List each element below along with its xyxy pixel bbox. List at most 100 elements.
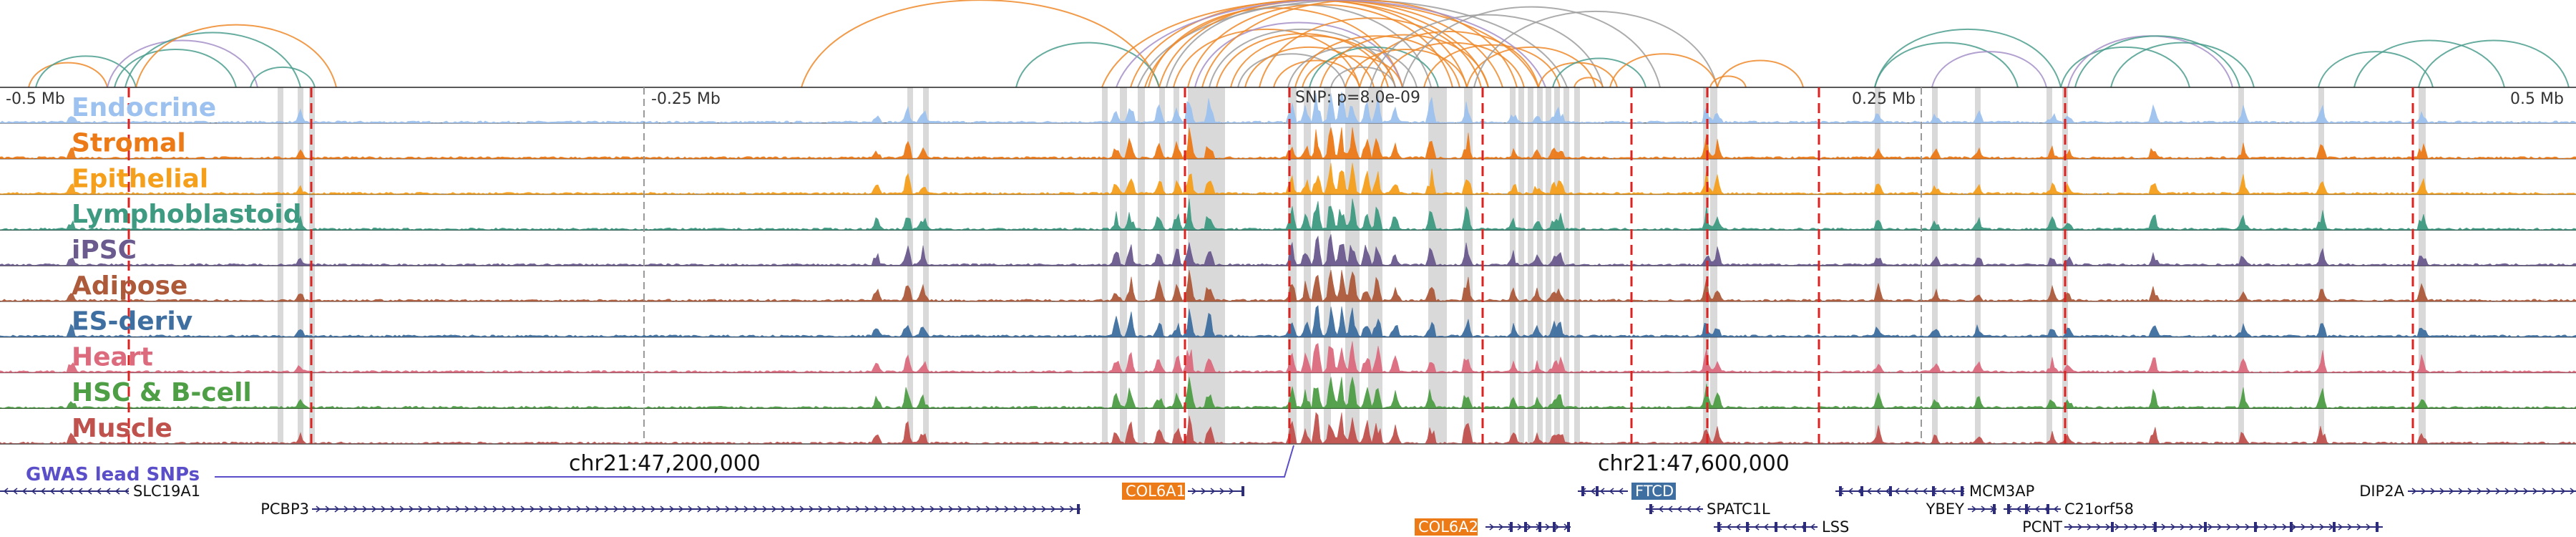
strand-arrow: [2338, 523, 2343, 531]
strand-arrow: [1032, 505, 1038, 513]
strand-arrow: [343, 505, 349, 513]
loop-arc: [2060, 46, 2190, 88]
loop-arc: [1345, 49, 1468, 88]
strand-arrow: [1590, 488, 1596, 495]
loop-arc: [1287, 46, 1418, 88]
strand-arrow: [2207, 523, 2213, 531]
strand-arrow: [892, 505, 898, 513]
strand-arrow: [2421, 488, 2426, 495]
loop-arc: [1209, 29, 1396, 88]
track-label: Heart: [72, 342, 153, 372]
strand-arrow: [1526, 523, 1532, 531]
strand-arrow: [334, 505, 340, 513]
strand-arrow: [799, 505, 805, 513]
strand-arrow: [409, 505, 414, 513]
strand-arrow: [2077, 523, 2083, 531]
loop-arc: [1116, 0, 1546, 88]
strand-arrow: [1941, 488, 1946, 495]
loop-arc: [135, 24, 337, 88]
exon: [1077, 504, 1080, 514]
strand-arrow: [1875, 488, 1881, 495]
strand-arrow: [1013, 505, 1019, 513]
loop-arc: [107, 39, 258, 88]
strand-arrow: [49, 488, 55, 495]
gene-label: YBEY: [1926, 500, 1965, 518]
strand-arrow: [1554, 523, 1560, 531]
strand-arrow: [1498, 523, 1504, 531]
strand-arrow: [483, 505, 489, 513]
strand-arrow: [902, 505, 907, 513]
strand-arrow: [1903, 488, 1909, 495]
strand-arrow: [939, 505, 945, 513]
loop-arc: [1148, 7, 1403, 88]
strand-arrow: [31, 488, 36, 495]
track-label: ES-deriv: [72, 307, 192, 337]
strand-arrow: [3, 488, 9, 495]
strand-arrow: [2226, 523, 2232, 531]
signal-profile: [0, 91, 2576, 124]
strand-arrow: [846, 505, 852, 513]
strand-arrow: [96, 488, 102, 495]
exon: [1993, 504, 1996, 514]
strand-arrow: [743, 505, 749, 513]
strand-arrow: [474, 505, 479, 513]
strand-arrow: [585, 505, 591, 513]
strand-arrow: [1686, 505, 1692, 513]
strand-arrow: [2034, 505, 2040, 513]
strand-arrow: [1763, 523, 1769, 531]
strand-arrow: [2532, 488, 2538, 495]
strand-arrow: [1754, 523, 1760, 531]
strand-arrow: [59, 488, 64, 495]
strand-arrow: [2560, 488, 2566, 495]
strand-arrow: [427, 505, 433, 513]
gene-highlight-box: [1631, 483, 1676, 500]
strand-arrow: [2523, 488, 2529, 495]
loop-arc: [1380, 42, 1525, 88]
strand-arrow: [21, 488, 27, 495]
strand-arrow: [40, 488, 46, 495]
strand-arrow: [325, 505, 331, 513]
loop-arc: [1574, 77, 1604, 88]
strand-arrow: [1848, 488, 1853, 495]
strand-arrow: [2467, 488, 2473, 495]
strand-arrow: [114, 488, 120, 495]
strand-arrow: [1545, 523, 1551, 531]
scale-label-half-mb: 0.5 Mb: [2510, 90, 2564, 108]
loop-arc: [1194, 21, 1403, 88]
exon: [1860, 486, 1863, 496]
strand-arrow: [2458, 488, 2464, 495]
strand-arrow: [2263, 523, 2269, 531]
strand-arrow: [790, 505, 796, 513]
loop-arc: [1931, 51, 2047, 88]
scale-label-minus-half-mb: -0.5 Mb: [6, 90, 65, 108]
gwas-track: GWAS lead SNPs: [26, 445, 1294, 485]
strand-arrow: [957, 505, 963, 513]
gene-label: PCBP3: [260, 500, 309, 518]
strand-arrow: [124, 488, 130, 495]
strand-arrow: [2053, 505, 2059, 513]
gene-label: COL6A2: [1418, 518, 1478, 536]
strand-arrow: [1201, 488, 1206, 495]
strand-arrow: [2430, 488, 2436, 495]
strand-arrow: [2133, 523, 2139, 531]
strand-arrow: [2449, 488, 2454, 495]
strand-arrow: [1971, 505, 1977, 513]
strand-arrow: [2486, 488, 2492, 495]
loop-arc: [2418, 39, 2570, 88]
exon: [1889, 486, 1892, 496]
strand-arrow: [706, 505, 712, 513]
strand-arrow: [734, 505, 740, 513]
strand-arrow: [1735, 523, 1741, 531]
strand-arrow: [883, 505, 889, 513]
strand-arrow: [1922, 488, 1928, 495]
strand-arrow: [1069, 505, 1075, 513]
strand-arrow: [920, 505, 926, 513]
gene-label: SPATC1L: [1707, 500, 1770, 518]
gene-highlight-box: [1122, 483, 1185, 500]
strand-arrow: [2570, 488, 2575, 495]
strand-arrow: [1004, 505, 1010, 513]
strand-arrow: [1023, 505, 1028, 513]
chromatin-loop-arcs: [28, 0, 2570, 88]
strand-arrow: [576, 505, 582, 513]
strand-arrow: [502, 505, 507, 513]
